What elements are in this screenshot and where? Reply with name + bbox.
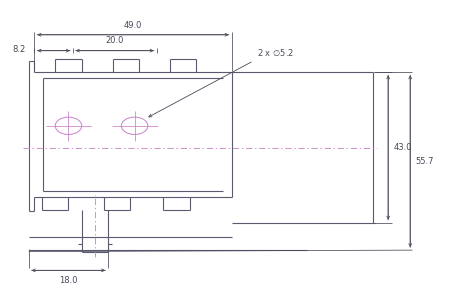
Text: 49.0: 49.0 [124,21,142,30]
Text: 55.7: 55.7 [415,157,434,166]
Text: 20.0: 20.0 [106,37,124,45]
Text: 8.2: 8.2 [13,45,26,54]
Text: 43.0: 43.0 [393,143,412,152]
Text: 18.0: 18.0 [59,276,78,285]
Text: 2 x $\emptyset$5.2: 2 x $\emptyset$5.2 [257,47,294,58]
